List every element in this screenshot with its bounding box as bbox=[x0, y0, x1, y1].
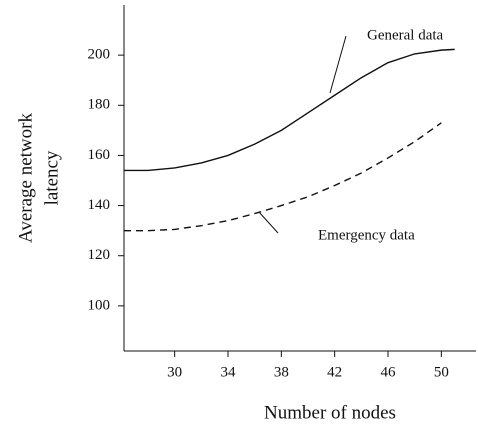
y-axis-label: Average network latency bbox=[15, 113, 62, 243]
x-axis-label: Number of nodes bbox=[264, 402, 396, 423]
series-line bbox=[124, 48, 455, 172]
series-line bbox=[124, 122, 442, 232]
y-tick-label: 200 bbox=[88, 47, 111, 63]
y-tick-label: 140 bbox=[88, 197, 111, 213]
y-axis-label-line: latency bbox=[41, 150, 62, 205]
x-tick-label: 34 bbox=[221, 364, 237, 380]
annotation-pointer bbox=[329, 35, 347, 94]
x-tick-label: 46 bbox=[381, 364, 397, 380]
series-label: General data bbox=[367, 27, 444, 43]
series-label: Emergency data bbox=[318, 227, 415, 243]
x-tick-label: 42 bbox=[327, 364, 342, 380]
annotation-pointer bbox=[258, 211, 279, 234]
x-tick-label: 50 bbox=[434, 364, 449, 380]
y-tick-label: 100 bbox=[88, 297, 111, 313]
x-tick-label: 30 bbox=[167, 364, 182, 380]
y-tick-label: 160 bbox=[88, 147, 111, 163]
y-axis-label-line: Average network bbox=[15, 113, 36, 243]
y-tick-label: 180 bbox=[88, 97, 111, 113]
x-tick-label: 38 bbox=[274, 364, 289, 380]
y-tick-label: 120 bbox=[88, 247, 111, 263]
